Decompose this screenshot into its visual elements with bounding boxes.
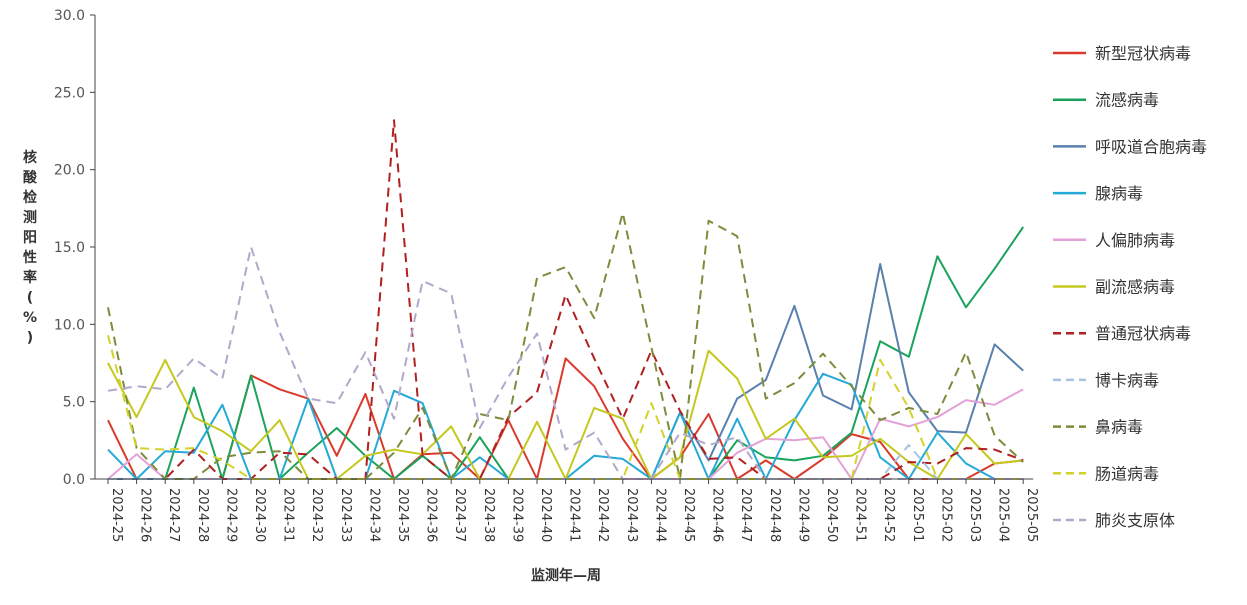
legend-label: 腺病毒	[1095, 184, 1143, 203]
legend-label: 肺炎支原体	[1095, 511, 1175, 530]
x-tick-label: 2024-30	[252, 488, 267, 542]
legend-item-5: 副流感病毒	[1053, 278, 1175, 297]
y-tick-label: 20.0	[54, 163, 85, 179]
x-tick-label: 2024-45	[681, 488, 696, 542]
y-axis-title: 核酸检测阳性率(%)	[23, 149, 38, 346]
x-tick-label: 2024-34	[366, 488, 381, 542]
legend-item-6: 普通冠状病毒	[1053, 324, 1191, 343]
legend-item-3: 腺病毒	[1053, 184, 1143, 203]
legend-item-9: 肠道病毒	[1053, 464, 1159, 483]
y-tick-label: 0.0	[63, 472, 85, 488]
x-tick-label: 2024-29	[223, 488, 238, 542]
x-tick-label: 2024-26	[138, 488, 153, 542]
x-axis-title: 监测年—周	[531, 567, 601, 584]
x-tick-label: 2024-35	[395, 488, 410, 542]
legend-label: 副流感病毒	[1095, 278, 1175, 297]
x-tick-label: 2024-38	[481, 488, 496, 542]
x-tick-label: 2024-25	[109, 488, 124, 542]
x-tick-label: 2024-50	[824, 488, 839, 542]
x-tick-label: 2025-04	[996, 488, 1011, 542]
series-line-5	[107, 349, 1024, 480]
x-tick-label: 2024-33	[338, 488, 353, 542]
legend-item-1: 流感病毒	[1053, 91, 1159, 110]
series-line-3	[107, 372, 1024, 480]
x-tick-label: 2024-40	[538, 488, 553, 542]
legend-label: 人偏肺病毒	[1095, 231, 1175, 250]
legend-label: 鼻病毒	[1095, 418, 1143, 437]
y-tick-label: 15.0	[54, 240, 85, 256]
series-line-1	[108, 226, 1025, 480]
x-tick-label: 2024-47	[738, 488, 753, 542]
x-tick-label: 2024-43	[624, 488, 639, 542]
x-tick-label: 2024-31	[281, 488, 296, 542]
legend-label: 新型冠状病毒	[1095, 44, 1191, 63]
y-tick-label: 10.0	[54, 317, 85, 333]
x-tick-label: 2024-39	[509, 488, 524, 542]
x-tick-label: 2024-32	[309, 488, 324, 542]
legend-item-7: 博卡病毒	[1053, 371, 1159, 390]
plot-area	[107, 119, 1025, 480]
y-tick-label: 5.0	[63, 395, 85, 411]
x-tick-label: 2024-28	[195, 488, 210, 542]
x-tick-label: 2024-48	[767, 488, 782, 542]
legend-label: 博卡病毒	[1095, 371, 1159, 390]
y-tick-label: 25.0	[54, 85, 85, 101]
x-tick-label: 2024-46	[710, 488, 725, 542]
legend-label: 呼吸道合胞病毒	[1095, 137, 1207, 156]
x-tick-label: 2024-27	[166, 488, 181, 542]
x-tick-label: 2025-01	[910, 488, 925, 542]
x-tick-label: 2024-36	[424, 488, 439, 542]
series-line-6	[108, 119, 1024, 480]
x-tick-label: 2024-37	[452, 488, 467, 542]
x-tick-label: 2025-02	[938, 488, 953, 542]
legend-label: 普通冠状病毒	[1095, 324, 1191, 343]
series-line-9	[107, 334, 1024, 480]
legend-label: 肠道病毒	[1095, 464, 1159, 483]
x-tick-label: 2025-05	[1024, 488, 1039, 542]
legend-item-2: 呼吸道合胞病毒	[1053, 137, 1207, 156]
x-tick-label: 2025-03	[967, 488, 982, 542]
legend-item-0: 新型冠状病毒	[1053, 44, 1191, 63]
x-tick-label: 2024-51	[853, 488, 868, 542]
legend-item-4: 人偏肺病毒	[1053, 231, 1175, 250]
legend-item-10: 肺炎支原体	[1053, 511, 1175, 530]
x-tick-label: 2024-42	[595, 488, 610, 542]
legend-label: 流感病毒	[1095, 91, 1159, 110]
legend-item-8: 鼻病毒	[1053, 418, 1143, 437]
x-tick-label: 2024-41	[567, 488, 582, 542]
y-tick-label: 30.0	[54, 8, 85, 24]
x-tick-label: 2024-44	[652, 488, 667, 542]
y-axis: 0.0 5.0 10.0 15.0 20.0 25.0 30.0	[54, 8, 96, 488]
legend: 新型冠状病毒流感病毒呼吸道合胞病毒腺病毒人偏肺病毒副流感病毒普通冠状病毒博卡病毒…	[1053, 44, 1207, 530]
x-axis: 2024-25 2024-26 2024-27 2024-28 2024-29 2024-…	[95, 478, 1039, 542]
series-line-8	[107, 212, 1024, 480]
x-tick-label: 2024-52	[881, 488, 896, 542]
x-tick-label: 2024-49	[795, 488, 810, 542]
